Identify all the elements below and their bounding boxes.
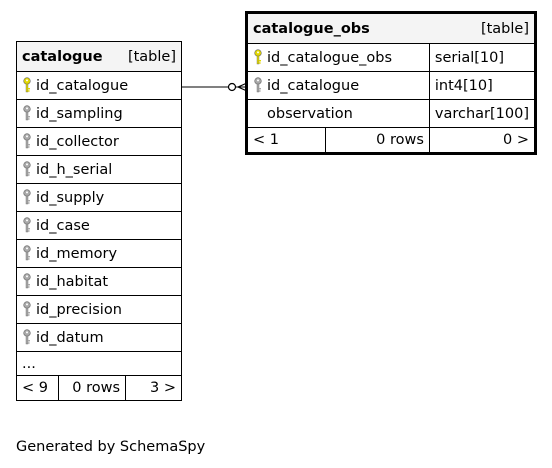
table-header: catalogue_obs [table]	[247, 13, 535, 44]
table-footer-row: < 9 0 rows 3 >	[16, 375, 182, 401]
column-name: id_collector	[36, 134, 119, 150]
children-count: 0 >	[503, 132, 529, 148]
table-catalogue-obs-frame: catalogue_obs [table] id_catalogue_obs se…	[245, 11, 537, 155]
column-cell: id_catalogue	[16, 71, 182, 100]
column-name: id_sampling	[36, 106, 123, 122]
row-count: 0 rows	[376, 132, 424, 148]
parents-count: < 9	[22, 380, 48, 396]
table-row: id_habitat	[16, 267, 182, 296]
column-name: id_memory	[36, 246, 118, 262]
table-row: id_datum	[16, 323, 182, 352]
column-name: id_datum	[36, 330, 104, 346]
table-footer-row: < 1 0 rows 0 >	[247, 127, 536, 153]
row-count-cell: 0 rows	[58, 375, 126, 401]
row-count-cell: 0 rows	[325, 127, 430, 153]
column-name: id_supply	[36, 190, 105, 206]
children-count-cell: 0 >	[428, 127, 536, 153]
column-cell: id_case	[16, 211, 182, 240]
column-name: id_catalogue_obs	[267, 50, 393, 66]
children-count: 3 >	[150, 380, 176, 396]
column-cell: id_datum	[16, 323, 182, 352]
table-row: id_catalogue int4[10]	[247, 71, 536, 100]
foreign-key-icon	[22, 217, 32, 233]
table-kind: [table]	[480, 20, 529, 37]
column-cell: id_catalogue_obs	[247, 43, 430, 72]
more-columns-text: ...	[22, 355, 36, 372]
column-type-cell: serial[10]	[428, 43, 536, 72]
column-type-cell: int4[10]	[428, 71, 536, 100]
table-catalogue-obs: catalogue_obs [table] id_catalogue_obs se…	[247, 13, 536, 153]
foreign-key-icon	[253, 77, 263, 93]
primary-key-icon	[253, 49, 263, 65]
column-name: id_habitat	[36, 274, 109, 290]
table-name: catalogue_obs	[253, 20, 370, 37]
table-row: ...	[16, 351, 182, 376]
column-cell: id_catalogue	[247, 71, 430, 100]
primary-key-icon	[22, 77, 32, 93]
column-name: observation	[267, 106, 353, 122]
generated-by-text: Generated by SchemaSpy	[16, 439, 206, 455]
table-name: catalogue	[22, 48, 103, 65]
foreign-key-icon	[22, 105, 32, 121]
table-row: id_collector	[16, 127, 182, 156]
column-cell: observation	[247, 99, 430, 128]
column-name: id_catalogue	[267, 78, 360, 94]
column-type: serial[10]	[434, 49, 505, 66]
children-count-cell: 3 >	[125, 375, 182, 401]
table-row: id_catalogue_obs serial[10]	[247, 43, 536, 72]
parents-count: < 1	[253, 132, 279, 148]
foreign-key-icon	[22, 273, 32, 289]
column-cell: id_sampling	[16, 99, 182, 128]
parents-count-cell: < 9	[16, 375, 59, 401]
table-row: observation varchar[100]	[247, 99, 536, 128]
column-type: varchar[100]	[434, 105, 529, 122]
table-row: id_h_serial	[16, 155, 182, 184]
foreign-key-icon	[22, 245, 32, 261]
column-cell: id_precision	[16, 295, 182, 324]
column-type-cell: varchar[100]	[428, 99, 536, 128]
column-cell: id_habitat	[16, 267, 182, 296]
more-columns-cell: ...	[16, 351, 182, 376]
table-row: id_catalogue	[16, 71, 182, 100]
column-cell: id_collector	[16, 127, 182, 156]
column-cell: id_memory	[16, 239, 182, 268]
table-row: id_precision	[16, 295, 182, 324]
foreign-key-icon	[22, 189, 32, 205]
foreign-key-icon	[22, 301, 32, 317]
table-kind: [table]	[127, 48, 176, 65]
table-row: id_supply	[16, 183, 182, 212]
column-name: id_catalogue	[36, 78, 129, 94]
column-name: id_case	[36, 218, 90, 234]
table-row: id_sampling	[16, 99, 182, 128]
column-name: id_h_serial	[36, 162, 113, 178]
parents-count-cell: < 1	[247, 127, 326, 153]
column-cell: id_supply	[16, 183, 182, 212]
foreign-key-icon	[22, 161, 32, 177]
row-count: 0 rows	[72, 380, 120, 396]
foreign-key-icon	[22, 329, 32, 345]
foreign-key-icon	[22, 133, 32, 149]
column-name: id_precision	[36, 302, 122, 318]
column-cell: id_h_serial	[16, 155, 182, 184]
column-type: int4[10]	[434, 77, 493, 94]
table-row: id_memory	[16, 239, 182, 268]
table-header: catalogue [table]	[16, 41, 182, 72]
table-catalogue: catalogue [table] id_catalogue id_samplin…	[16, 41, 182, 401]
table-row: id_case	[16, 211, 182, 240]
